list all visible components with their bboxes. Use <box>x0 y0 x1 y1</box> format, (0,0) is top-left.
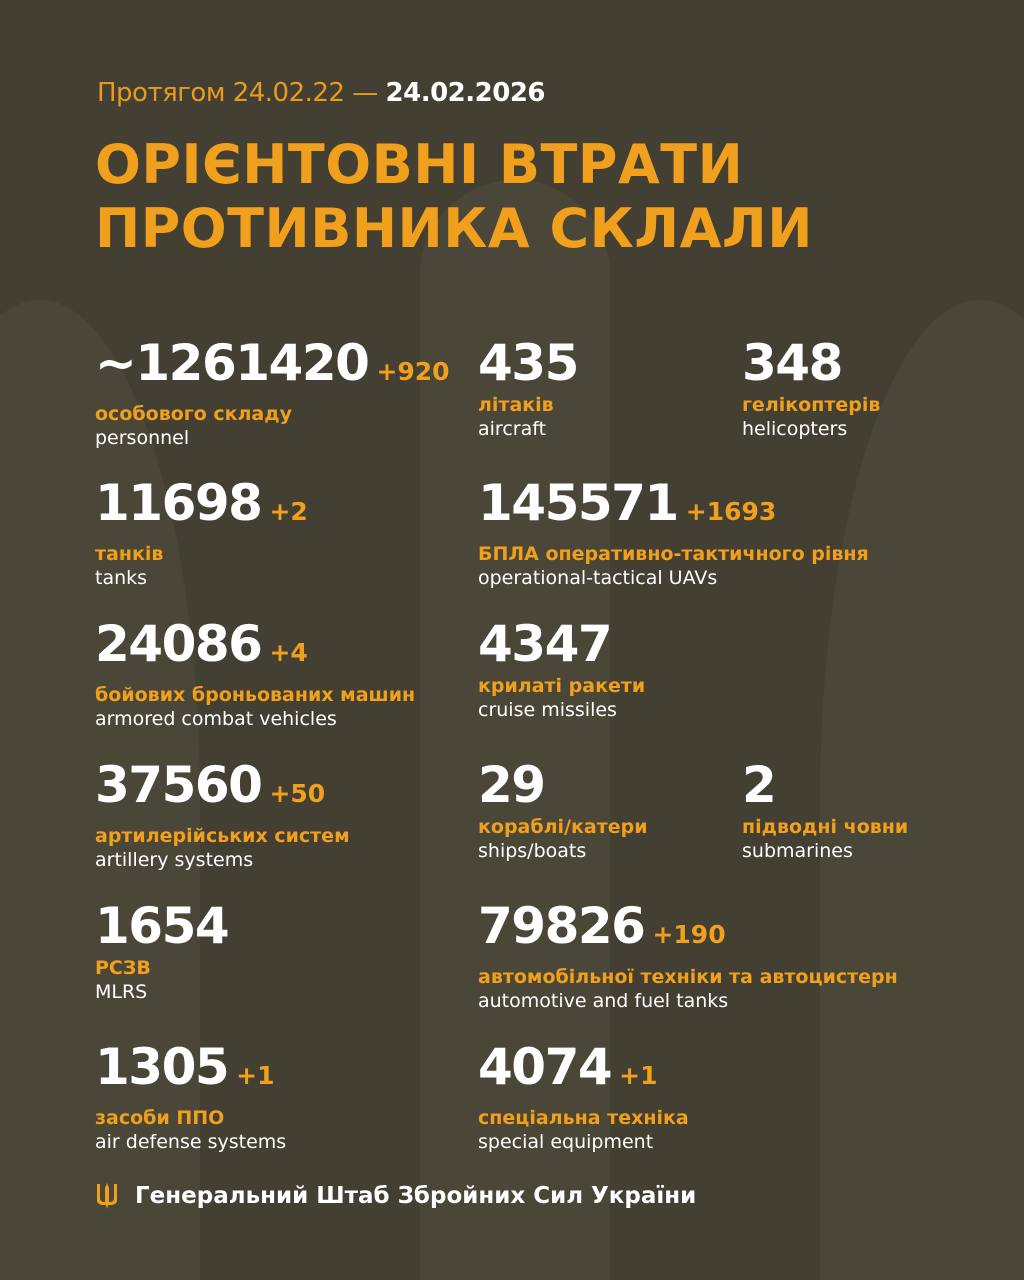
stat-value: 37560 +50 <box>95 757 350 822</box>
stat-submarines: 2 підводні човни submarines <box>742 757 908 863</box>
stat-delta: +920 <box>376 357 450 386</box>
stat-value: ~1261420 +920 <box>95 335 450 400</box>
stat-label-en: operational-tactical UAVs <box>478 567 718 589</box>
stat-label-en: automotive and fuel tanks <box>478 990 729 1012</box>
stat-air-defense-systems: 1305 +1 засоби ППО air defense systems <box>95 1039 286 1154</box>
stat-label-ua: артилерійських систем <box>95 825 350 847</box>
stat-value: 11698 +2 <box>95 475 308 540</box>
stat-number: 4347 <box>478 615 613 673</box>
stat-value: 2 <box>742 757 908 813</box>
footer: Генеральний Штаб Збройних Сил України <box>95 1182 696 1210</box>
stat-automotive-and-fuel-tanks: 79826 +190 автомобільної техніки та автоци… <box>478 898 898 1013</box>
stat-delta: +2 <box>269 497 308 526</box>
stat-delta: +1 <box>236 1061 275 1090</box>
page-title: ОРІЄНТОВНІ ВТРАТИ ПРОТИВНИКА СКЛАЛИ <box>95 133 813 261</box>
stat-value: 435 <box>478 334 579 392</box>
stat-label-en: aircraft <box>478 418 547 440</box>
stat-number: 1305 <box>95 1038 230 1096</box>
stat-value: 29 <box>478 757 648 813</box>
title-line-1: ОРІЄНТОВНІ ВТРАТИ <box>95 133 744 196</box>
stat-number: 29 <box>478 756 546 814</box>
period-prefix: Протягом 24.02.22 — <box>97 78 378 108</box>
stat-delta: +190 <box>652 920 726 949</box>
stat-delta: +1 <box>619 1061 658 1090</box>
stat-value: 1654 <box>95 897 230 955</box>
title-line-2: ПРОТИВНИКА СКЛАЛИ <box>95 197 813 260</box>
stat-helicopters: 348 гелікоптерів helicopters <box>742 335 880 441</box>
stat-label-en: submarines <box>742 840 853 862</box>
stat-number: 11698 <box>95 474 263 532</box>
stat-number: 24086 <box>95 615 263 673</box>
stat-number: 37560 <box>95 756 263 814</box>
stat-label-ua: БПЛА оперативно-тактичного рівня <box>478 543 869 565</box>
period: Протягом 24.02.22 — 24.02.2026 <box>97 78 546 108</box>
stat-label-en: special equipment <box>478 1131 654 1153</box>
stat-label-en: cruise missiles <box>478 699 617 721</box>
stat-label-en: helicopters <box>742 418 848 440</box>
stat-delta: +1693 <box>685 497 777 526</box>
stat-number: 348 <box>742 334 843 392</box>
stat-label-ua: літаків <box>478 394 554 416</box>
period-end: 24.02.2026 <box>385 78 546 108</box>
stat-delta: +50 <box>269 779 326 808</box>
stat-label-ua: бойових броньованих машин <box>95 684 416 706</box>
stat-armored-combat-vehicles: 24086 +4 бойових броньованих машин armored … <box>95 616 415 731</box>
stat-number: 4074 <box>478 1038 613 1096</box>
stat-value: 348 <box>742 335 880 391</box>
stat-value: 4347 <box>478 616 645 672</box>
stat-number: 435 <box>478 334 579 392</box>
stat-label-en: armored combat vehicles <box>95 708 337 730</box>
footer-text: Генеральний Штаб Збройних Сил України <box>135 1183 697 1209</box>
stat-value: 145571 +1693 <box>478 475 869 540</box>
stat-delta: +4 <box>269 638 308 667</box>
stat-label-ua: танків <box>95 543 164 565</box>
stat-label-en: tanks <box>95 567 148 589</box>
stat-label-ua: спеціальна техніка <box>478 1107 689 1129</box>
stat-label-ua: кораблі/катери <box>478 816 648 838</box>
stat-number: 2 <box>742 756 777 814</box>
stat-label-en: artillery systems <box>95 849 254 871</box>
stat-value: 79826 +190 <box>478 898 898 963</box>
stat-label-ua: РСЗВ <box>95 957 151 979</box>
stat-aircraft: 435 літаків aircraft <box>478 334 579 441</box>
stat-value: 4074 +1 <box>478 1039 689 1104</box>
stat-label-en: ships/boats <box>478 840 587 862</box>
stat-value: 1305 +1 <box>95 1039 286 1104</box>
stat-label-ua: особового складу <box>95 403 292 425</box>
stat-label-ua: гелікоптерів <box>742 394 881 416</box>
stat-mlrs: 1654 РСЗВ MLRS <box>95 897 230 1004</box>
stat-number: 1654 <box>95 897 230 955</box>
stat-number: 79826 <box>478 897 646 955</box>
stat-artillery-systems: 37560 +50 артилерійських систем artillery s… <box>95 757 350 872</box>
stat-number: ~1261420 <box>95 334 370 392</box>
stat-ships-boats: 29 кораблі/катери ships/boats <box>478 757 648 863</box>
stat-label-ua: крилаті ракети <box>478 675 646 697</box>
stat-special-equipment: 4074 +1 спеціальна техніка special equipmen… <box>478 1039 689 1154</box>
trident-icon <box>97 1183 117 1209</box>
stat-value: 24086 +4 <box>95 616 415 681</box>
stat-cruise-missiles: 4347 крилаті ракети cruise missiles <box>478 616 645 722</box>
stat-number: 145571 <box>478 474 679 532</box>
stat-label-en: personnel <box>95 427 190 449</box>
stat-label-ua: автомобільної техніки та автоцистерн <box>478 966 898 988</box>
stat-label-ua: засоби ППО <box>95 1107 225 1129</box>
stat-operational-tactical-uavs: 145571 +1693 БПЛА оперативно-тактичного рі… <box>478 475 869 590</box>
stat-label-ua: підводні човни <box>742 816 909 838</box>
stat-tanks: 11698 +2 танків tanks <box>95 475 308 590</box>
stat-label-en: air defense systems <box>95 1131 287 1153</box>
stat-label-en: MLRS <box>95 981 148 1003</box>
stat-personnel: ~1261420 +920 особового складу personnel <box>95 335 450 450</box>
